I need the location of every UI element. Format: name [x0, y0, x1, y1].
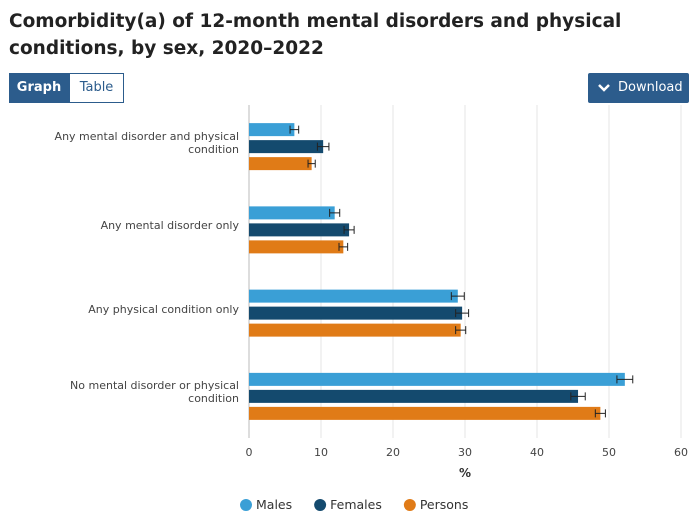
legend-label: Persons [420, 497, 469, 512]
legend-label: Females [330, 497, 382, 512]
error-bar [455, 309, 470, 318]
error-bar [338, 242, 349, 251]
x-tick-label: 20 [386, 446, 400, 459]
download-button[interactable]: Download [588, 73, 689, 103]
error-bar [307, 159, 316, 168]
error-bar [289, 125, 300, 134]
page-title: Comorbidity(a) of 12-month mental disord… [9, 11, 622, 59]
bar [249, 240, 344, 254]
error-bar [455, 326, 467, 335]
error-bar [450, 292, 465, 301]
x-tick-label: 0 [246, 446, 253, 459]
x-tick-label: 60 [674, 446, 688, 459]
x-tick-label: 50 [602, 446, 616, 459]
error-bar [570, 392, 586, 401]
legend-marker [240, 499, 252, 511]
category-label: Any physical condition only [88, 302, 239, 316]
download-label: Download [618, 80, 683, 95]
legend-marker [314, 499, 327, 511]
error-bar [594, 409, 606, 418]
x-tick-label: 40 [530, 446, 544, 459]
legend-label: Males [256, 497, 292, 512]
bar [249, 223, 350, 237]
legend-marker [403, 499, 416, 511]
category-label: Any mental disorder only [100, 219, 239, 233]
error-bar [343, 225, 355, 234]
bar [249, 206, 335, 220]
error-bar [329, 208, 341, 217]
x-tick-label: 10 [314, 446, 328, 459]
x-axis-label: % [459, 466, 471, 480]
bar [249, 372, 625, 386]
bar [249, 157, 312, 171]
bar [249, 289, 458, 303]
bar [249, 306, 463, 320]
graph-tab[interactable]: Graph [9, 73, 69, 103]
error-bar [316, 142, 330, 151]
error-bar [616, 375, 634, 384]
category-label: No mental disorder or physical condition [70, 379, 239, 406]
category-label: Any mental disorder and physical conditi… [54, 129, 239, 156]
bar [249, 389, 579, 403]
x-tick-label: 30 [458, 446, 472, 459]
bar [249, 140, 324, 154]
bar [249, 123, 295, 137]
chevron-icon [598, 84, 610, 92]
bar [249, 323, 461, 337]
bar [249, 406, 601, 420]
table-tab[interactable]: Table [69, 73, 124, 103]
